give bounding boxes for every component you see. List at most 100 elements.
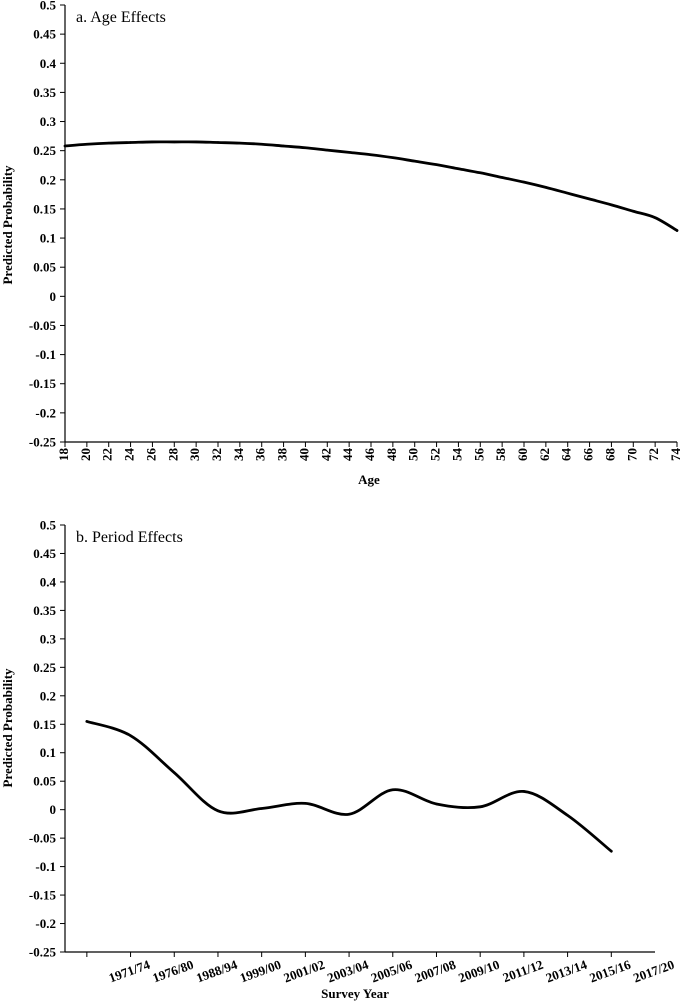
panel-a-y-tick-label: 0 bbox=[50, 289, 57, 304]
panel-b-x-tick-label: 2003/04 bbox=[325, 957, 371, 986]
panel-b-x-tick-label: 2001/02 bbox=[282, 957, 327, 986]
panel-a-data-point bbox=[632, 210, 635, 213]
panel-a-data-point bbox=[129, 141, 132, 144]
panel-a-x-tick-label: 20 bbox=[78, 448, 93, 461]
panel-b-data-point bbox=[304, 802, 307, 805]
panel-b-y-tick-label: 0.3 bbox=[40, 631, 57, 646]
panel-a-data-point bbox=[522, 180, 526, 184]
panel-a-data-point bbox=[544, 186, 548, 189]
panel-a-x-tick-label: 64 bbox=[559, 448, 574, 462]
panel-b-x-tick-label: 1999/00 bbox=[238, 957, 283, 986]
panel-a-x-tick-label: 74 bbox=[668, 448, 683, 462]
panel-b-x-tick-label: 2013/14 bbox=[544, 957, 590, 986]
panel-b-data-point bbox=[522, 790, 526, 793]
panel-a-x-tick-label: 68 bbox=[602, 448, 617, 462]
panel-a-x-tick-label: 32 bbox=[209, 448, 224, 461]
panel-b-y-tick-label: 0.5 bbox=[40, 518, 57, 533]
panel-a-data-point bbox=[194, 140, 198, 144]
panel-a-y-tick-label: 0.05 bbox=[33, 260, 56, 275]
panel-a-x-tick-label: 72 bbox=[646, 448, 661, 461]
panel-a-x-tick-label: 28 bbox=[165, 448, 180, 462]
panel-a-data-point bbox=[566, 192, 569, 195]
panel-b-x-axis-title: Survey Year bbox=[321, 986, 389, 1001]
panel-b-data-point bbox=[173, 771, 176, 774]
panel-b-data-point bbox=[610, 850, 613, 853]
panel-a-x-tick-label: 60 bbox=[515, 448, 530, 461]
panel-a-y-tick-label: 0.1 bbox=[40, 231, 56, 246]
panel-b-y-tick-label: -0.2 bbox=[35, 916, 56, 931]
panel-a-data-point bbox=[85, 143, 89, 146]
panel-a-data-point bbox=[391, 156, 395, 159]
panel-b-y-tick-label: 0.25 bbox=[33, 660, 56, 675]
panel-a-y-tick-label: -0.05 bbox=[29, 318, 57, 333]
panel-a-x-tick-label: 44 bbox=[340, 448, 355, 462]
panel-b-y-tick-label: 0 bbox=[50, 802, 57, 817]
panel-a-y-tick-label: -0.25 bbox=[29, 435, 57, 450]
panel-a-x-tick-label: 46 bbox=[362, 448, 377, 462]
panel-a-data-point bbox=[588, 197, 591, 201]
panel-b-y-tick-label: 0.35 bbox=[33, 603, 56, 618]
panel-a-x-tick-label: 40 bbox=[296, 448, 311, 461]
panel-a-x-tick-label: 22 bbox=[100, 448, 115, 461]
panel-b-y-tick-label: 0.2 bbox=[40, 688, 56, 703]
panel-b-y-tick-label: 0.45 bbox=[33, 546, 56, 561]
panel-b-x-tick-label: 2015/16 bbox=[587, 957, 633, 986]
panel-a-y-tick-label: 0.35 bbox=[33, 85, 56, 100]
panel-b-data-point bbox=[435, 802, 438, 806]
panel-a-y-tick-label: 0.5 bbox=[40, 0, 57, 13]
panel-a-x-tick-label: 66 bbox=[581, 448, 596, 462]
panel-a-data-point bbox=[216, 141, 220, 144]
panel-b-data-point bbox=[566, 814, 569, 817]
panel-b-y-tick-label: 0.05 bbox=[33, 774, 56, 789]
panel-a-x-tick-label: 52 bbox=[428, 448, 443, 461]
panel-a-x-tick-label: 26 bbox=[143, 448, 158, 462]
panel-a-y-tick-label: 0.45 bbox=[33, 27, 56, 42]
panel-b-y-tick-label: -0.05 bbox=[29, 831, 57, 846]
panel-a-y-tick-label: -0.2 bbox=[35, 405, 56, 420]
panel-a-y-tick-label: -0.1 bbox=[35, 347, 56, 362]
panel-a-x-tick-label: 18 bbox=[56, 448, 71, 462]
panel-a-data-point bbox=[260, 143, 263, 146]
panel-a-x-tick-label: 70 bbox=[624, 448, 639, 461]
panel-period-effects: b. Period Effects Predicted Probability … bbox=[0, 518, 676, 1002]
panel-a-y-axis-title: Predicted Probability bbox=[0, 165, 15, 285]
panel-a-y-tick-label: -0.15 bbox=[29, 376, 57, 391]
panel-b-data-point bbox=[129, 734, 132, 737]
panel-a-x-tick-label: 42 bbox=[318, 448, 333, 461]
panel-a-x-tick-label: 24 bbox=[122, 448, 137, 462]
panel-a-data-point bbox=[304, 146, 307, 149]
panel-a-data-point bbox=[63, 144, 67, 148]
panel-a-y-tick-label: 0.15 bbox=[33, 201, 56, 216]
panel-b-x-tick-label: 2011/12 bbox=[501, 957, 546, 985]
panel-a-data-point bbox=[326, 148, 329, 152]
panel-a-data-point bbox=[151, 140, 154, 144]
panel-b-x-tick-label: 2017/20 bbox=[631, 957, 676, 986]
panel-a-data-point bbox=[413, 159, 416, 163]
panel-a-data-point bbox=[653, 216, 657, 219]
panel-a-x-tick-label: 54 bbox=[449, 448, 464, 462]
panel-age-effects: a. Age Effects Predicted Probability Age… bbox=[0, 0, 683, 487]
panel-a-x-tick-label: 36 bbox=[253, 448, 268, 462]
panel-a-x-tick-label: 62 bbox=[537, 448, 552, 461]
panel-b-x-tick-label: 1988/94 bbox=[194, 957, 240, 986]
panel-b-data-point bbox=[85, 720, 89, 723]
panel-a-data-point bbox=[173, 140, 176, 144]
panel-b-data-point bbox=[478, 805, 482, 809]
panel-a-y-tick-label: 0.3 bbox=[40, 114, 57, 129]
panel-a-y-tick-label: 0.4 bbox=[40, 56, 57, 71]
panel-b-data-point bbox=[347, 813, 351, 816]
panel-a-data-point bbox=[457, 167, 460, 170]
panel-a-data-point bbox=[238, 141, 242, 145]
panel-b-y-tick-label: 0.4 bbox=[40, 574, 57, 589]
panel-a-data-point bbox=[107, 141, 110, 145]
panel-b-title: b. Period Effects bbox=[76, 529, 183, 546]
panel-a-x-tick-label: 34 bbox=[231, 448, 246, 462]
panel-b-x-tick-label: 2009/10 bbox=[456, 957, 501, 986]
panel-a-data-point bbox=[347, 151, 351, 154]
panel-a-x-axis-title: Age bbox=[358, 472, 380, 487]
panel-a-data-point bbox=[500, 176, 504, 179]
panel-b-y-axis-title: Predicted Probability bbox=[0, 668, 15, 788]
panel-b-x-tick-label: 1976/80 bbox=[150, 957, 195, 986]
panel-b-x-tick-label: 2007/08 bbox=[413, 957, 459, 986]
